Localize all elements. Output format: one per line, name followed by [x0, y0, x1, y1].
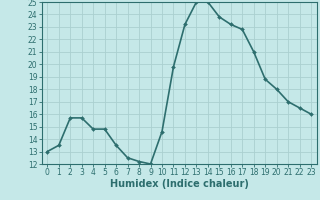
X-axis label: Humidex (Indice chaleur): Humidex (Indice chaleur) [110, 179, 249, 189]
